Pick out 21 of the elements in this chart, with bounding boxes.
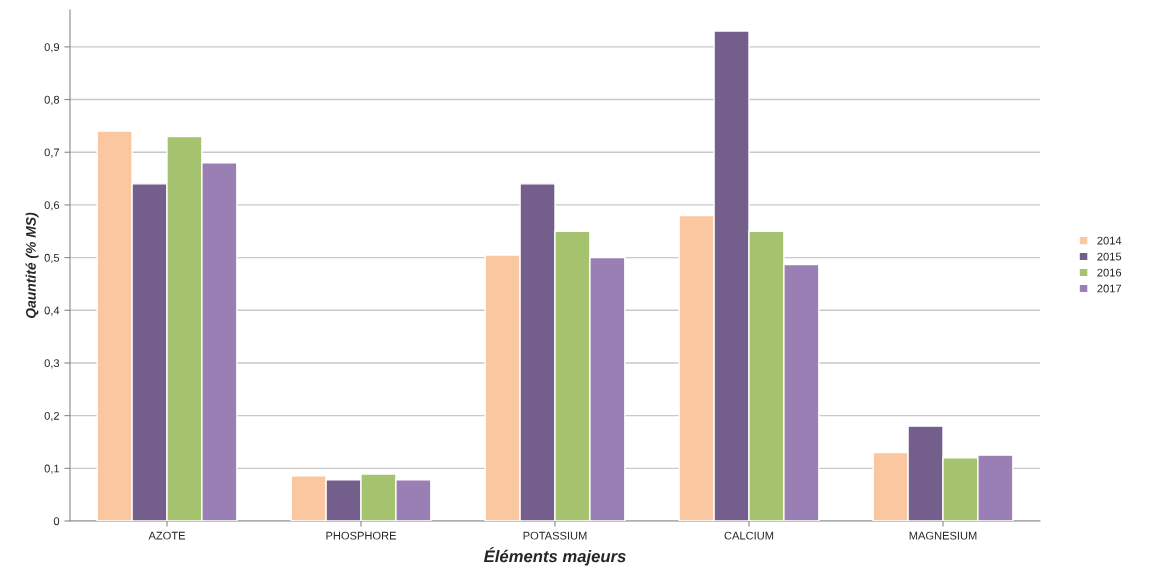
x-axis-title: Éléments majeurs	[483, 547, 626, 566]
legend-label: 2017	[1097, 284, 1122, 293]
y-tick-label: 0,6	[44, 201, 60, 211]
y-tick-label: 0	[53, 517, 60, 526]
legend-label: 2016	[1097, 268, 1122, 277]
y-tick-label: 0,1	[44, 464, 60, 474]
legend-label: 2014	[1097, 236, 1122, 245]
y-tick-label: 0,5	[44, 253, 60, 264]
y-tick-label: 0,3	[44, 359, 60, 369]
legend-label: 2015	[1097, 252, 1122, 261]
y-tick-label: 0,4	[44, 306, 60, 316]
y-tick-label: 0,2	[44, 411, 60, 422]
y-tick-label: 0,7	[44, 148, 60, 158]
x-tick-label: POTASSIUM	[523, 531, 587, 540]
y-tick-label: 0,9	[44, 43, 60, 53]
x-tick-label: MAGNESIUM	[909, 531, 977, 540]
y-axis-title: Qauntité (% MS)	[25, 212, 39, 319]
y-tick-label: 0,8	[44, 95, 60, 105]
x-tick-label: CALCIUM	[724, 531, 774, 540]
x-tick-label: AZOTE	[148, 531, 186, 540]
x-tick-label: PHOSPHORE	[326, 531, 397, 540]
